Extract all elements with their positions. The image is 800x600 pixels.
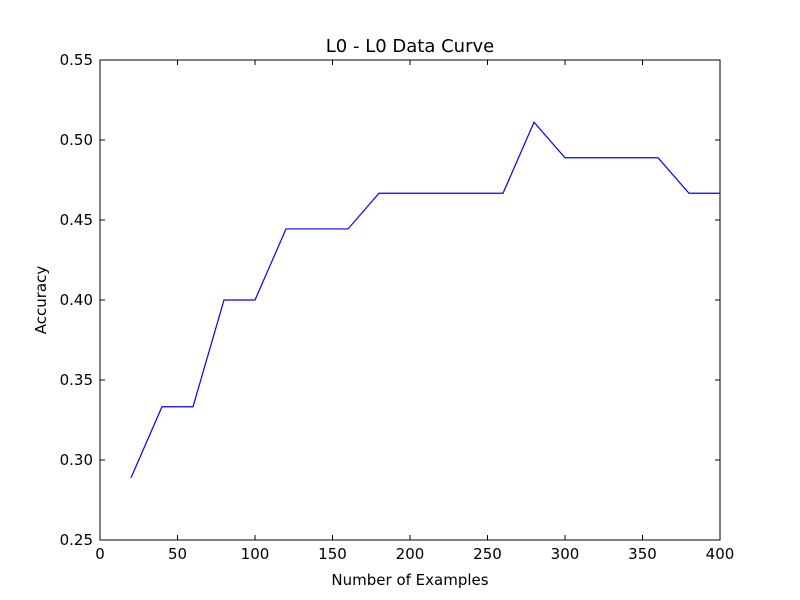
y-tick-label: 0.45 — [60, 211, 93, 229]
x-tick-label: 250 — [473, 545, 502, 563]
y-tick-label: 0.40 — [60, 291, 93, 309]
plot-area — [130, 121, 720, 478]
y-tick-label: 0.30 — [60, 451, 93, 469]
x-tick-label: 100 — [241, 545, 270, 563]
x-tick-label: 400 — [706, 545, 735, 563]
x-tick-label: 200 — [396, 545, 425, 563]
chart-title: L0 - L0 Data Curve — [326, 36, 494, 57]
x-tick-label: 300 — [551, 545, 580, 563]
x-tick-label: 350 — [628, 545, 657, 563]
y-tick-label: 0.25 — [60, 531, 93, 549]
x-axis-title: Number of Examples — [331, 571, 488, 589]
accuracy-line — [130, 121, 720, 478]
y-tick-label: 0.50 — [60, 131, 93, 149]
y-axis-title: Accuracy — [32, 266, 50, 335]
y-tick-label: 0.55 — [60, 51, 93, 69]
x-tick-label: 50 — [168, 545, 187, 563]
x-tick-label: 150 — [318, 545, 347, 563]
y-tick-label: 0.35 — [60, 371, 93, 389]
axis-ticks: 0 50 100 150 200 250 300 350 400 0.25 0.30 0.35 0.40… — [60, 51, 735, 563]
x-tick-label: 0 — [95, 545, 105, 563]
plot-frame — [99, 59, 721, 541]
